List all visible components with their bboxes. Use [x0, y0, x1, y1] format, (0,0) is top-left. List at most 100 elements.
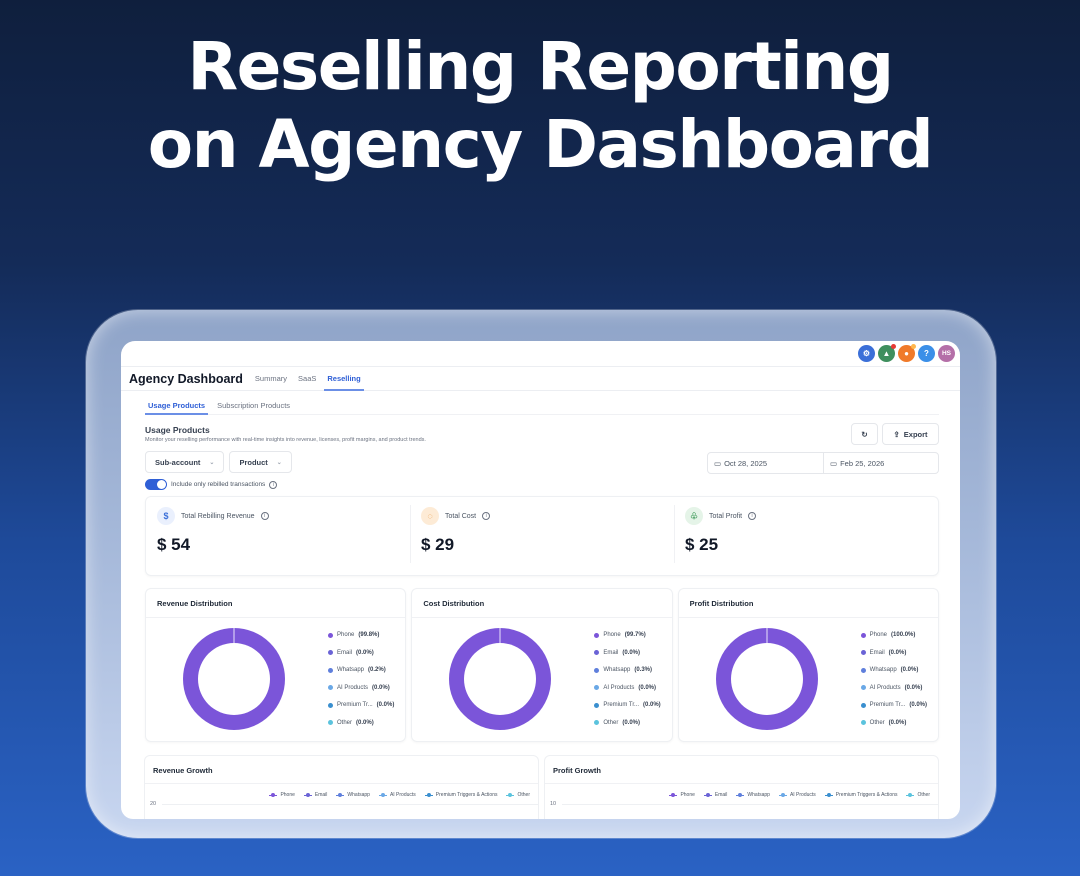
legend-item-other[interactable]: Other	[906, 792, 930, 798]
kpi-total-cost: ◌ Total Cost i $ 29	[410, 497, 674, 575]
legend-item-email[interactable]: Email	[703, 792, 727, 798]
section-description: Monitor your reselling performance with …	[145, 437, 426, 443]
legend-item-other[interactable]: Other (0.0%)	[594, 714, 660, 732]
subaccount-dropdown[interactable]: Sub-account ⌄	[145, 451, 225, 473]
dollar-icon: $	[157, 507, 175, 525]
start-date-value: Oct 28, 2025	[724, 458, 768, 468]
y-axis-tick: 20	[145, 801, 538, 807]
tab-summary[interactable]: Summary	[254, 374, 288, 383]
promo-headline: Reselling Reporting on Agency Dashboard	[0, 28, 1080, 184]
legend-item-phone[interactable]: Phone (99.7%)	[594, 627, 660, 645]
legend-item-premium-triggers[interactable]: Premium Triggers & Actions	[824, 792, 897, 798]
legend-item-phone[interactable]: Phone (99.8%)	[328, 627, 394, 645]
main-content: Usage Products Subscription Products Usa…	[121, 391, 960, 819]
y-axis-tick: 10	[545, 801, 938, 807]
help-icon[interactable]: ?	[918, 345, 935, 362]
distribution-charts: Revenue Distribution Phone (99.8%) Email(…	[145, 588, 939, 742]
top-bar: ⚙ ▲ ● ? HS	[121, 341, 960, 367]
chevron-down-icon: ⌄	[276, 459, 282, 466]
legend-item-premium-triggers[interactable]: Premium Tr... (0.0%)	[594, 697, 661, 715]
filter-bar: Sub-account ⌄ Product ⌄	[145, 451, 939, 473]
page-header: Agency Dashboard Summary SaaS Reselling	[121, 367, 960, 391]
legend-item-premium-triggers[interactable]: Premium Tr... (0.0%)	[860, 697, 927, 715]
legend-item-premium-triggers[interactable]: Premium Triggers & Actions	[424, 792, 497, 798]
kpi-total-revenue: $ Total Rebilling Revenue i $ 54	[146, 497, 410, 575]
subaccount-label: Sub-account	[155, 457, 201, 467]
legend-item-whatsapp[interactable]: Whatsapp (0.0%)	[860, 662, 927, 680]
tab-saas[interactable]: SaaS	[298, 374, 317, 383]
card-title: Revenue Distribution	[146, 589, 406, 618]
rebilled-toggle[interactable]	[145, 479, 167, 490]
headline-line-2: on Agency Dashboard	[147, 106, 934, 183]
calendar-icon: ▭	[830, 458, 838, 468]
legend-item-whatsapp[interactable]: Whatsapp	[736, 792, 770, 798]
date-range-picker: ▭ Oct 28, 2025 ▭ Feb 25, 2026	[707, 452, 939, 474]
end-date-field[interactable]: ▭ Feb 25, 2026	[823, 453, 938, 473]
info-icon[interactable]: i	[260, 512, 269, 520]
notification-badge	[911, 344, 916, 349]
profit-donut-chart[interactable]	[715, 628, 818, 730]
top-bar-icons: ⚙ ▲ ● ? HS	[858, 344, 955, 362]
chart-legend: Phone Email Whatsapp AI Products Premium…	[145, 784, 538, 798]
legend-item-whatsapp[interactable]: Whatsapp	[336, 792, 370, 798]
subtab-usage-products[interactable]: Usage Products	[145, 401, 209, 415]
kpi-total-profit: ♧ Total Profit i $ 25	[674, 497, 938, 575]
end-date-value: Feb 25, 2026	[840, 458, 885, 468]
section-title: Usage Products	[145, 425, 210, 435]
cost-cycle-icon: ◌	[421, 507, 439, 525]
tab-reselling[interactable]: Reselling	[324, 367, 365, 391]
calendar-icon: ▭	[714, 458, 722, 468]
legend-item-phone[interactable]: Phone (100.0%)	[860, 627, 927, 645]
legend-item-whatsapp[interactable]: Whatsapp (0.3%)	[594, 662, 660, 680]
cloud-download-icon: ⇪	[893, 429, 900, 439]
legend-item-other[interactable]: Other (0.0%)	[328, 714, 394, 732]
legend-item-email[interactable]: Email (0.0%)	[328, 644, 394, 662]
kpi-label: Total Cost	[445, 512, 477, 520]
export-button[interactable]: ⇪ Export	[882, 423, 939, 445]
kpi-value: $ 25	[685, 535, 719, 554]
cost-donut-chart[interactable]	[449, 628, 552, 730]
info-icon[interactable]: i	[482, 512, 491, 520]
legend-item-ai-products[interactable]: AI Products	[778, 792, 816, 798]
profit-coins-icon: ♧	[685, 507, 703, 525]
legend-item-ai-products[interactable]: AI Products	[378, 792, 416, 798]
chevron-down-icon: ⌄	[209, 459, 215, 466]
subtab-subscription-products[interactable]: Subscription Products	[217, 401, 291, 410]
legend-item-other[interactable]: Other (0.0%)	[860, 714, 927, 732]
chart-legend: Phone (99.8%) Email (0.0%) Whatsapp (0.2%) …	[328, 627, 394, 732]
legend-item-ai-products[interactable]: AI Products (0.0%)	[328, 679, 394, 697]
legend-item-ai-products[interactable]: AI Products (0.0%)	[860, 679, 927, 697]
legend-item-whatsapp[interactable]: Whatsapp (0.2%)	[328, 662, 394, 680]
kpi-value: $ 29	[421, 535, 455, 554]
revenue-distribution-card: Revenue Distribution Phone (99.8%) Email(…	[145, 588, 407, 742]
product-label: Product	[239, 457, 268, 467]
announcements-icon[interactable]: ▲	[878, 344, 896, 362]
legend-item-ai-products[interactable]: AI Products (0.0%)	[594, 679, 660, 697]
refresh-button[interactable]: ↻	[851, 423, 878, 445]
refresh-icon: ↻	[861, 429, 868, 439]
revenue-growth-card: Revenue Growth Phone Email Whatsapp AI P…	[144, 755, 539, 819]
product-dropdown[interactable]: Product ⌄	[229, 451, 292, 473]
kpi-label: Total Rebilling Revenue	[181, 512, 255, 520]
legend-item-email[interactable]: Email (0.0%)	[860, 644, 927, 662]
integrations-icon[interactable]: ⚙	[858, 345, 875, 362]
legend-item-premium-triggers[interactable]: Premium Tr... (0.0%)	[328, 697, 394, 715]
info-icon[interactable]: i	[269, 480, 278, 489]
legend-item-email[interactable]: Email	[303, 792, 327, 798]
app-screen: ⚙ ▲ ● ? HS Agency Dashboard Summary SaaS…	[121, 341, 960, 819]
export-label: Export	[903, 429, 928, 439]
start-date-field[interactable]: ▭ Oct 28, 2025	[708, 453, 823, 473]
legend-item-other[interactable]: Other	[506, 792, 530, 798]
legend-item-phone[interactable]: Phone	[269, 792, 295, 798]
avatar[interactable]: HS	[938, 345, 955, 362]
page-actions: ↻ ⇪ Export	[851, 423, 939, 445]
card-title: Revenue Growth	[145, 756, 538, 784]
legend-item-email[interactable]: Email (0.0%)	[594, 644, 660, 662]
kpi-value: $ 54	[157, 535, 191, 554]
kpi-label: Total Profit	[709, 512, 743, 520]
card-title: Profit Growth	[545, 756, 938, 784]
legend-item-phone[interactable]: Phone	[669, 792, 695, 798]
notifications-icon[interactable]: ●	[898, 344, 916, 362]
revenue-donut-chart[interactable]	[183, 628, 285, 730]
info-icon[interactable]: i	[748, 512, 757, 520]
